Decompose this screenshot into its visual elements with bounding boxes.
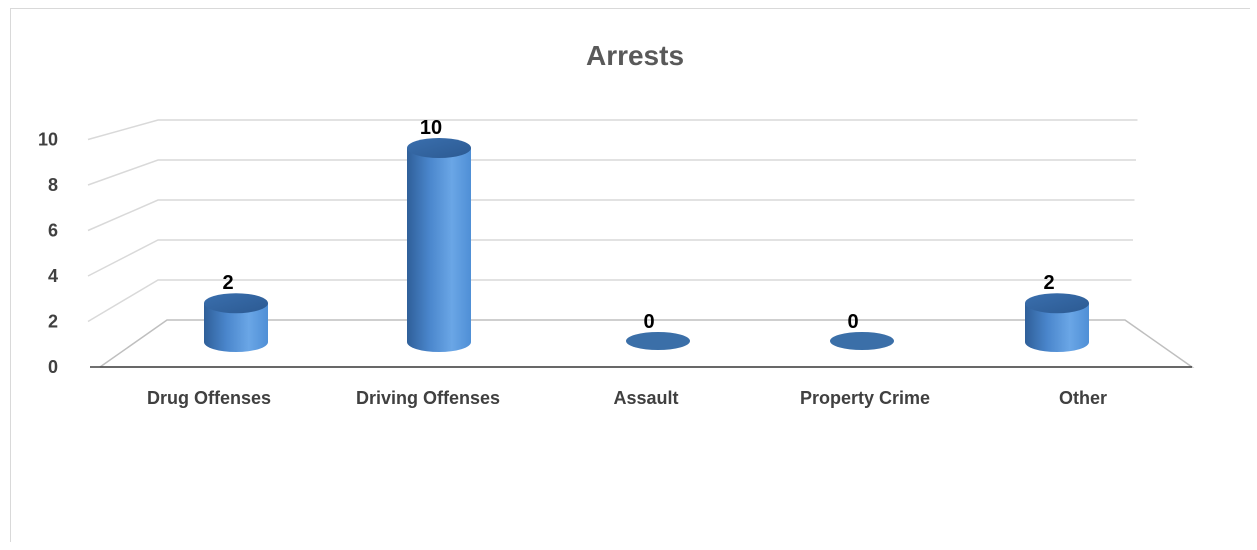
y-tick-label: 6 xyxy=(48,221,58,241)
y-tick-label: 0 xyxy=(48,357,58,377)
data-label: 2 xyxy=(1043,272,1054,294)
gridline xyxy=(87,279,1132,323)
bar-top xyxy=(407,138,471,158)
bar-top xyxy=(204,293,268,314)
gridline xyxy=(87,199,1135,232)
bar xyxy=(1025,293,1089,352)
y-tick-label: 2 xyxy=(48,312,58,332)
bar xyxy=(626,332,690,350)
gridline xyxy=(87,239,1133,277)
bar-body xyxy=(407,148,471,352)
bar-base xyxy=(830,332,894,350)
x-category-label: Drug Offenses xyxy=(147,388,271,408)
y-tick-label: 10 xyxy=(38,130,58,150)
bar xyxy=(204,293,268,352)
chart-title: Arrests xyxy=(586,40,684,71)
gridline xyxy=(87,159,1136,186)
data-label: 2 xyxy=(222,272,233,294)
x-category-label: Other xyxy=(1059,388,1107,408)
bar-body xyxy=(1025,303,1089,352)
y-tick-label: 8 xyxy=(48,175,58,195)
bar xyxy=(407,138,471,352)
x-category-label: Assault xyxy=(613,388,678,408)
x-category-label: Property Crime xyxy=(800,388,930,408)
bar-top xyxy=(1025,293,1089,314)
data-label: 0 xyxy=(643,311,654,333)
data-label: 10 xyxy=(420,117,442,139)
bar xyxy=(830,332,894,350)
chart-frame xyxy=(10,8,1250,542)
bar-body xyxy=(204,303,268,352)
y-tick-label: 4 xyxy=(48,266,58,286)
x-category-label: Driving Offenses xyxy=(356,388,500,408)
gridline xyxy=(87,119,1138,141)
data-label: 0 xyxy=(847,311,858,333)
bar-base xyxy=(626,332,690,350)
